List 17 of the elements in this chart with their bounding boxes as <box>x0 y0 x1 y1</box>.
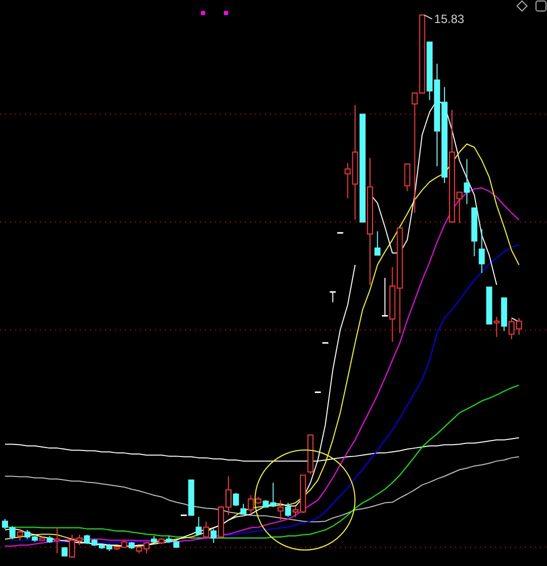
candlestick <box>203 521 210 539</box>
candlestick <box>285 502 292 518</box>
candlestick <box>196 516 202 535</box>
candlestick <box>374 230 380 256</box>
candlestick <box>494 316 500 338</box>
candlestick <box>404 164 410 192</box>
annotation: 15.83 <box>434 12 465 26</box>
candlestick <box>16 528 23 541</box>
candlestick <box>478 228 485 274</box>
candlestick <box>464 158 470 205</box>
candlestick <box>240 503 246 515</box>
candlestick <box>329 291 337 303</box>
candlestick <box>278 500 284 521</box>
candlestick <box>232 492 239 507</box>
candlestick <box>381 277 389 317</box>
candlestick <box>210 528 217 544</box>
candlestick <box>54 526 60 554</box>
